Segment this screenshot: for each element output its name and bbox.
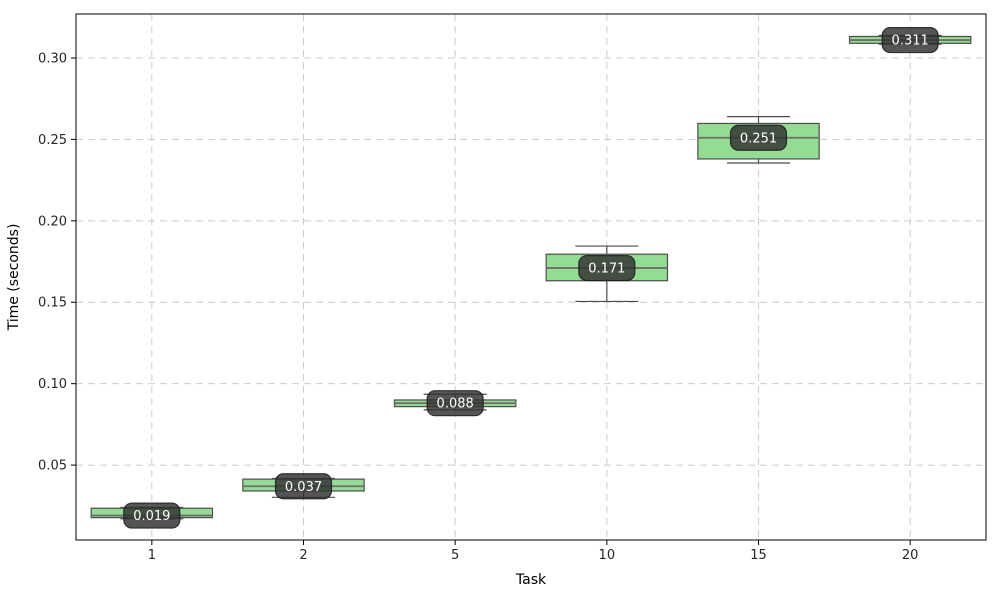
median-annotation-badge bbox=[578, 254, 636, 282]
median-annotation-value: 0.311 bbox=[892, 34, 929, 49]
x-tick-label: 20 bbox=[902, 548, 919, 563]
x-tick-label: 10 bbox=[599, 548, 616, 563]
median-annotation-badge bbox=[123, 502, 181, 529]
median-annotation-value: 0.171 bbox=[588, 262, 625, 277]
median-annotation-badge bbox=[729, 124, 788, 151]
y-tick-label: 0.20 bbox=[38, 214, 67, 229]
y-tick-label: 0.15 bbox=[38, 296, 67, 311]
plot-border bbox=[75, 13, 987, 541]
axis-layer: 0.05 0.10 0.15 0.20 0.25 0.30 1 2 5 10 15 20 bbox=[38, 13, 987, 563]
median-annotation-value: 0.019 bbox=[133, 509, 170, 524]
grid-layer bbox=[76, 14, 986, 540]
median-annotation-value: 0.088 bbox=[437, 397, 474, 412]
median-annotation-badge bbox=[426, 390, 484, 417]
annotation-layer: 0.019 0.037 0.088 0.171 0.251 0.311 bbox=[123, 26, 939, 529]
x-tick-label: 5 bbox=[451, 548, 459, 563]
y-tick-label: 0.05 bbox=[38, 459, 67, 474]
median-annotation-value: 0.037 bbox=[285, 480, 322, 495]
y-axis-label: Time (seconds) bbox=[6, 224, 22, 332]
x-tick-label: 15 bbox=[750, 548, 767, 563]
box-layer bbox=[90, 34, 972, 520]
median-annotation-badge bbox=[274, 473, 333, 500]
x-axis-label: Task bbox=[515, 572, 547, 588]
median-annotation-badge bbox=[881, 26, 939, 54]
y-tick-label: 0.30 bbox=[38, 51, 67, 66]
x-tick-label: 2 bbox=[299, 548, 307, 563]
y-tick-label: 0.25 bbox=[38, 133, 67, 148]
median-annotation-value: 0.251 bbox=[740, 131, 777, 146]
y-tick-label: 0.10 bbox=[38, 377, 67, 392]
x-tick-label: 1 bbox=[148, 548, 156, 563]
